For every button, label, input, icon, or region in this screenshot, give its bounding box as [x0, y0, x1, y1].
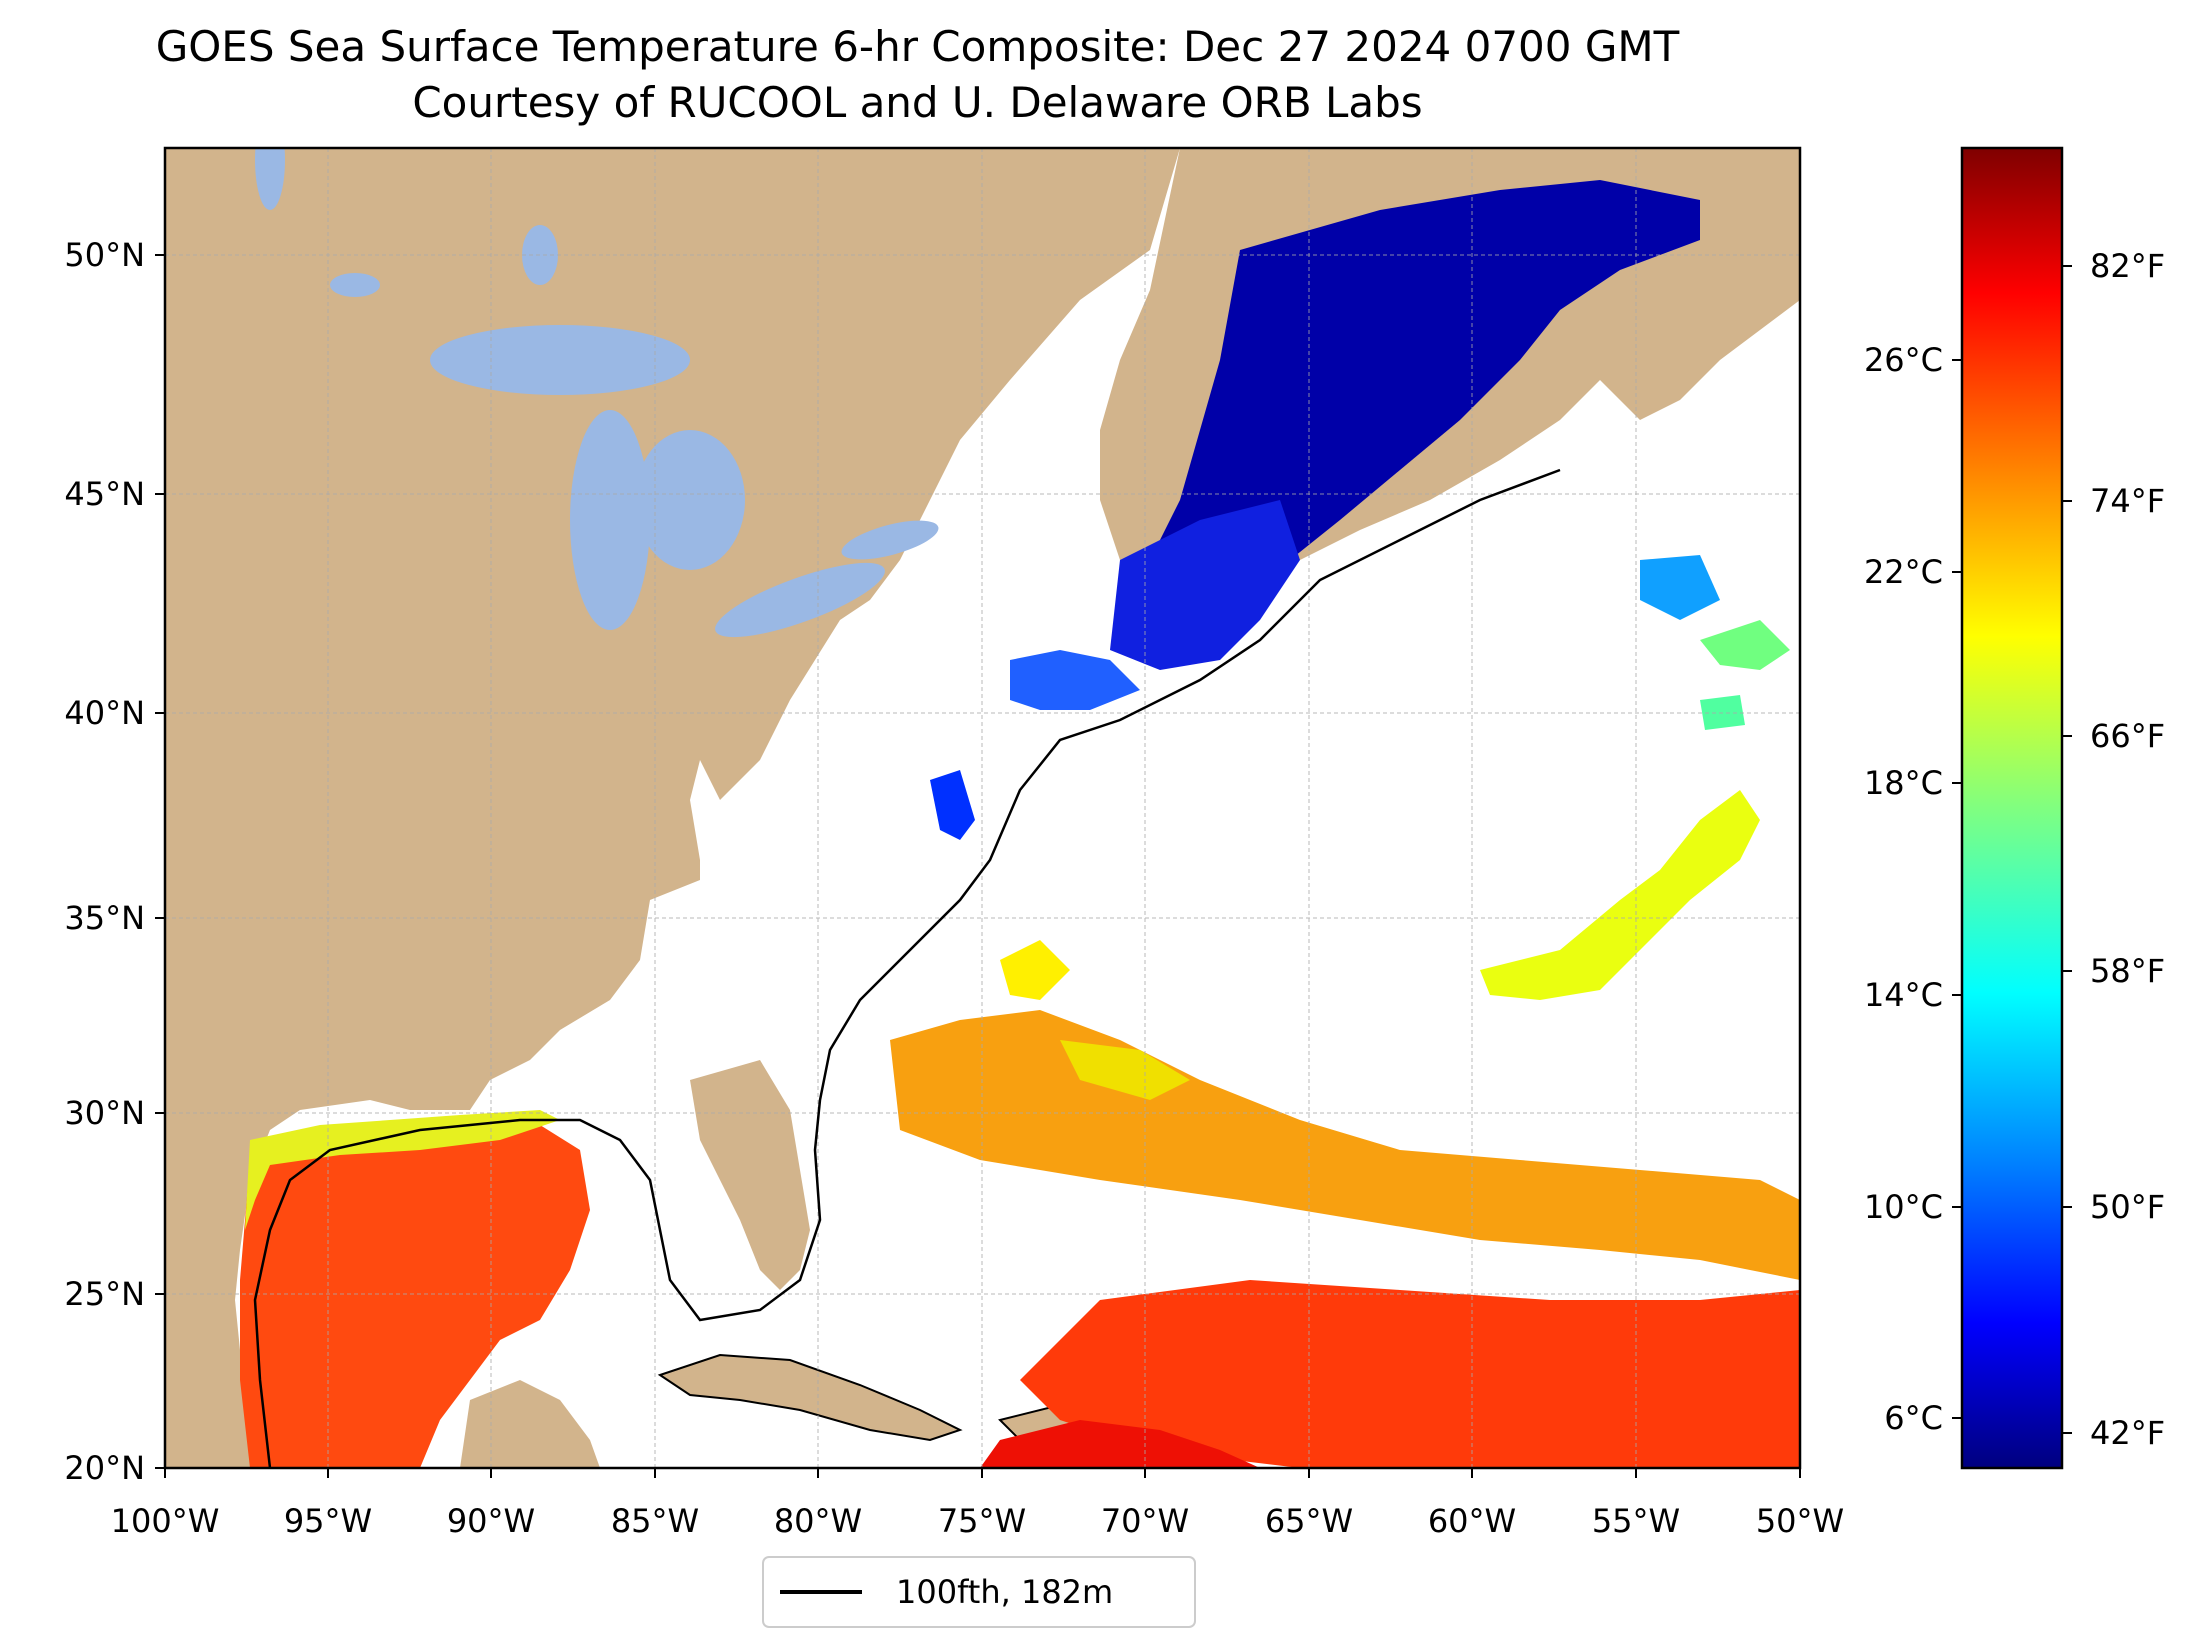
isobath-100fth [253, 468, 1561, 1469]
colorbar-fahrenheit-ticks [2062, 265, 2072, 1434]
land-north-america [165, 148, 1180, 1468]
lon-tick-label: 100°W [111, 1502, 220, 1540]
colorbar-fahrenheit-label: 42°F [2090, 1414, 2165, 1452]
map-title: GOES Sea Surface Temperature 6-hr Compos… [155, 22, 1680, 71]
colorbar-fahrenheit-label: 66°F [2090, 717, 2165, 755]
land-yucatan [460, 1380, 600, 1468]
lat-tick-label: 25°N [64, 1275, 145, 1313]
colorbar-fahrenheit-label: 58°F [2090, 952, 2165, 990]
land-florida [690, 1060, 810, 1290]
gridlines [165, 148, 1800, 1469]
sst-gulf-of-maine [1110, 500, 1300, 670]
colorbar-celsius-label: 22°C [1864, 553, 1943, 591]
great-lakes [255, 148, 939, 638]
legend-box [762, 1556, 1196, 1628]
colorbar-celsius-label: 18°C [1864, 764, 1943, 802]
lon-tick-label: 70°W [1101, 1502, 1189, 1540]
sst-yellow-patch [1000, 940, 1070, 1000]
colorbar-celsius-label: 14°C [1864, 976, 1943, 1014]
sst-chesapeake [930, 770, 975, 840]
lon-tick-label: 50°W [1756, 1502, 1844, 1540]
colorbar-fahrenheit-label: 82°F [2090, 247, 2165, 285]
lon-axis [164, 1468, 1801, 1478]
sst-green-patch [1700, 620, 1790, 670]
sst-atlantic-red [1020, 1280, 1800, 1468]
land-cuba [657, 1353, 963, 1442]
sst-caribbean-red [980, 1420, 1260, 1468]
lon-tick-label: 75°W [938, 1502, 1026, 1540]
lat-tick-label: 45°N [64, 475, 145, 513]
lat-tick-label: 50°N [64, 236, 145, 274]
map-subtitle: Courtesy of RUCOOL and U. Delaware ORB L… [412, 78, 1423, 127]
legend: 100fth, 182m [762, 1556, 1196, 1628]
lon-tick-label: 80°W [774, 1502, 862, 1540]
colorbar-celsius-label: 10°C [1864, 1188, 1943, 1226]
lat-tick-label: 20°N [64, 1449, 145, 1487]
colorbar-celsius-label: 6°C [1884, 1399, 1943, 1437]
lon-tick-label: 60°W [1428, 1502, 1516, 1540]
lat-tick-label: 30°N [64, 1094, 145, 1132]
sst-subtropical-yellow [1480, 790, 1760, 1000]
legend-label: 100fth, 182m [896, 1573, 1113, 1611]
sst-cyan-patch [1640, 555, 1720, 620]
lat-tick-label: 35°N [64, 899, 145, 937]
colorbar [1960, 146, 2064, 1470]
lon-tick-label: 95°W [284, 1502, 372, 1540]
sst-gulf-coastal-band [245, 1110, 560, 1230]
lat-axis [155, 254, 165, 1469]
lon-tick-label: 55°W [1592, 1502, 1680, 1540]
lon-tick-label: 85°W [611, 1502, 699, 1540]
sst-yellow-patch-2 [1060, 1040, 1190, 1100]
lon-tick-label: 65°W [1265, 1502, 1353, 1540]
colorbar-celsius-label: 26°C [1864, 341, 1943, 379]
lat-tick-label: 40°N [64, 694, 145, 732]
lon-tick-label: 90°W [447, 1502, 535, 1540]
colorbar-fahrenheit-label: 74°F [2090, 482, 2165, 520]
colorbar-celsius-ticks [1952, 359, 1962, 1419]
sst-mid-atlantic-shelf [1010, 650, 1140, 710]
colorbar-fahrenheit-label: 50°F [2090, 1188, 2165, 1226]
